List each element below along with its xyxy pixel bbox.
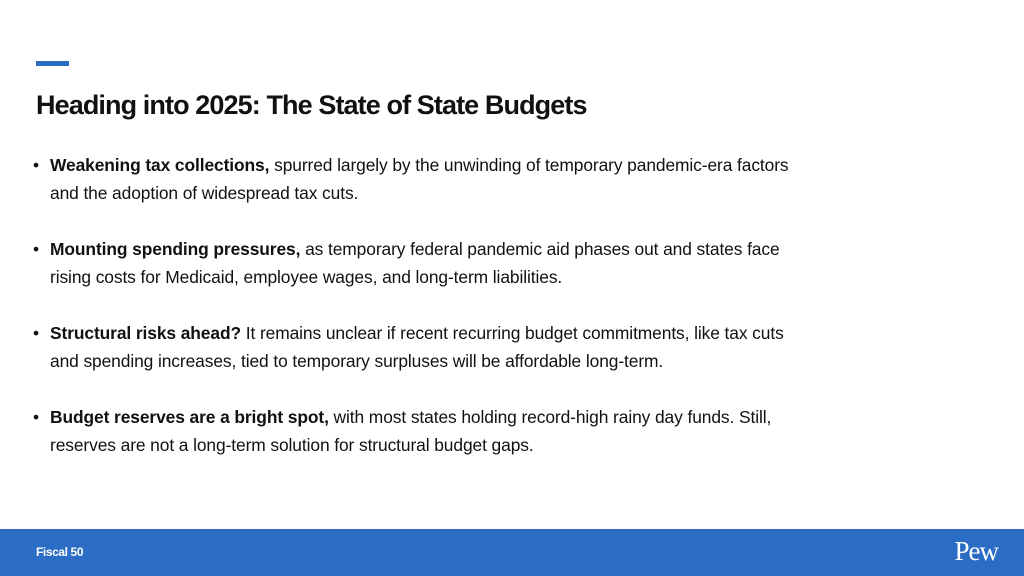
bullet-icon: • (33, 407, 39, 427)
bullet-list: • Weakening tax collections, spurred larg… (30, 151, 789, 487)
bullet-lead: Mounting spending pressures, (50, 239, 301, 259)
bullet-text: as temporary federal pandemic aid phases… (300, 239, 780, 259)
pew-logo: Pew (954, 536, 999, 566)
bullet-lead: Weakening tax collections, (50, 155, 270, 175)
bullet-text: and spending increases, tied to temporar… (50, 351, 664, 371)
bullet-icon: • (33, 155, 39, 175)
bullet-text: and the adoption of widespread tax cuts. (50, 183, 359, 203)
bullet-item: • Budget reserves are a bright spot, with… (30, 403, 789, 459)
bullet-text: spurred largely by the unwinding of temp… (269, 155, 789, 175)
bullet-lead: Budget reserves are a bright spot, (50, 407, 329, 427)
bullet-text: reserves are not a long-term solution fo… (50, 435, 534, 455)
bullet-item: • Mounting spending pressures, as tempora… (30, 235, 789, 291)
bullet-lead: Structural risks ahead? (50, 323, 242, 343)
footer-label: Fiscal 50 (36, 545, 84, 559)
bullet-item: • Structural risks ahead? It remains uncl… (30, 319, 789, 375)
slide-title: Heading into 2025: The State of State Bu… (36, 90, 587, 120)
footer-bar: Fiscal 50 Pew (0, 529, 1024, 576)
title-accent-bar (36, 61, 69, 66)
bullet-icon: • (33, 323, 39, 343)
bullet-icon: • (33, 239, 39, 259)
bullet-text: with most states holding record-high rai… (328, 407, 772, 427)
bullet-text: It remains unclear if recent recurring b… (241, 323, 784, 343)
bullet-text: rising costs for Medicaid, employee wage… (50, 267, 563, 287)
bullet-item: • Weakening tax collections, spurred larg… (30, 151, 789, 207)
